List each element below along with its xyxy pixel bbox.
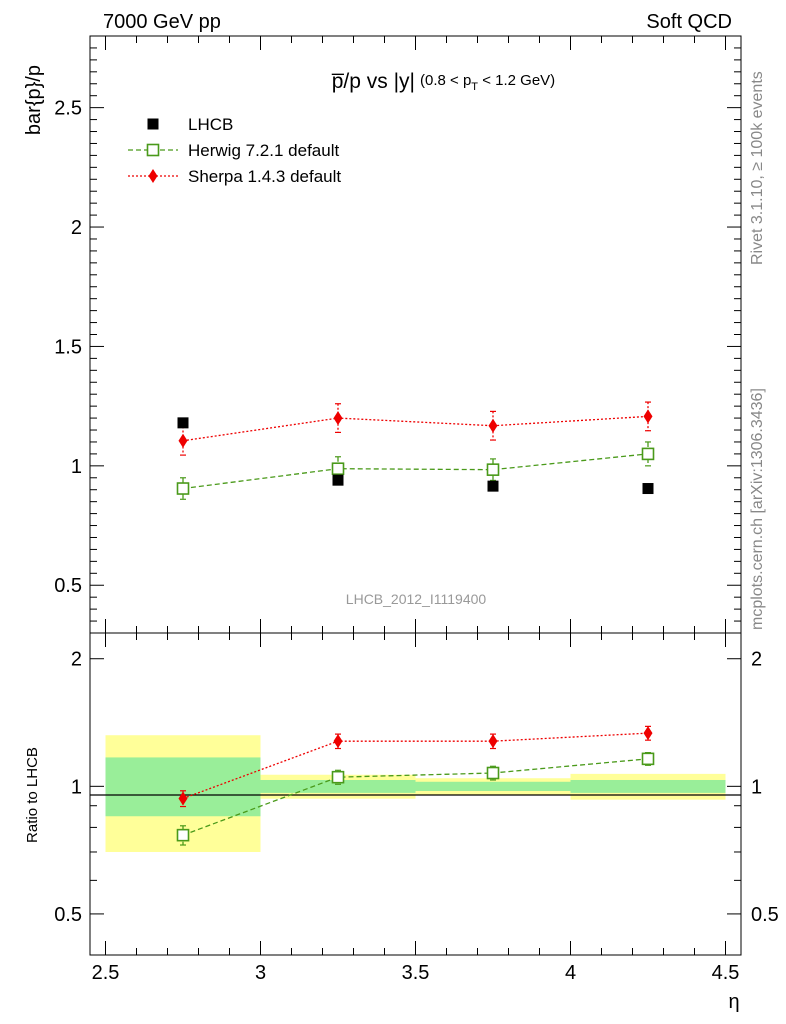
x-tick-label: 4.5 [712,962,740,984]
ratio-frame [89,632,742,956]
kinematic-cut-open: (0.8 < p [420,72,471,89]
energy-label: 7000 GeV pp [103,11,221,33]
kinematic-cut: (0.8 < pT < 1.2 GeV) [420,72,555,93]
main-lhcb-point [642,483,654,495]
ratio-herwig-point [331,770,345,784]
ratio-herwig-line [182,758,649,836]
main-sherpa-point [178,433,188,448]
x-tick-label: 2.5 [92,962,120,984]
main-panel: p̅/p vs |y| (0.8 < pT < 1.2 GeV) bar{p}/… [23,35,742,634]
ratio-inner-band [260,779,416,793]
x-tick-label: 4 [565,962,576,984]
main-y-tick-label: 0.5 [54,575,82,597]
ratio-y-tick-label-right: 0.5 [751,904,779,926]
main-herwig-point [486,463,500,476]
ratio-y-tick-label-left: 2 [71,649,82,671]
ratio-sherpa-point [488,734,498,749]
ratio-panel: 0.5 0.5 1 1 2 2 2.5 3 3.5 4 4.5 Ratio to LHCB η [24,632,779,1013]
main-y-tick-label: 2.5 [54,98,82,120]
ratio-herwig-point [486,766,500,780]
legend-lhcb-marker [147,118,159,130]
ratio-series [176,725,655,846]
legend-sherpa-label: Sherpa 1.4.3 default [188,167,341,186]
ratio-y-ticks: 0.5 0.5 1 1 2 2 [54,649,779,956]
ratio-sherpa-point [178,791,188,806]
main-series [176,401,655,500]
main-title: p̅/p vs |y| [331,70,415,93]
ratio-inner-band [105,757,261,817]
ratio-inner-band [570,779,726,793]
x-tick-label: 3.5 [402,962,430,984]
main-lhcb-point [177,417,189,429]
x-tick-label: 3 [255,962,266,984]
ratio-sherpa-point [333,734,343,749]
ratio-herwig-point [176,828,190,842]
main-herwig-point [176,482,190,495]
ratio-herwig-point [641,752,655,766]
kinematic-cut-close: < 1.2 GeV) [478,72,555,89]
main-y-ticks: 0.5 1 1.5 2 2.5 [54,35,741,622]
ratio-x-ticks: 2.5 3 3.5 4 4.5 [92,633,740,984]
legend-herwig-label: Herwig 7.2.1 default [188,141,339,160]
main-y-tick-label: 1 [71,456,82,478]
main-sherpa-point [643,409,653,424]
ratio-y-tick-label-left: 1 [71,776,82,798]
legend-herwig-marker [146,143,160,157]
ratio-y-tick-label-left: 0.5 [54,904,82,926]
main-sherpa-line [182,415,649,442]
x-axis-label: η [728,991,739,1013]
ratio-ylabel: Ratio to LHCB [24,747,41,843]
main-herwig-line [182,453,649,490]
legend-lhcb-label: LHCB [188,115,233,134]
ratio-y-tick-label-right: 1 [751,776,762,798]
process-label: Soft QCD [646,11,732,33]
main-sherpa-point [333,411,343,426]
main-lhcb-point [487,480,499,492]
analysis-id: LHCB_2012_I1119400 [346,591,487,607]
main-lhcb-point [332,474,344,486]
mcplots-label: mcplots.cern.ch [arXiv:1306.3436] [749,388,766,630]
ratio-bands [105,735,726,852]
ratio-sherpa-line [182,732,649,800]
ratio-y-tick-label-right: 2 [751,649,762,671]
main-y-tick-label: 1.5 [54,336,82,358]
ratio-inner-band [415,781,571,791]
legend-sherpa-marker [148,169,158,183]
legend: LHCB Herwig 7.2.1 default Sherpa 1.4.3 def… [128,115,341,186]
main-y-tick-label: 2 [71,217,82,239]
main-x-ticks [105,36,726,633]
rivet-version-label: Rivet 3.1.10, ≥ 100k events [749,71,766,265]
kinematic-cut-subscript: T [471,81,478,93]
main-herwig-point [331,462,345,476]
ratio-sherpa-point [643,726,653,741]
main-sherpa-point [488,418,498,433]
main-herwig-point [641,447,655,461]
main-ylabel: bar{p}/p [23,65,45,135]
